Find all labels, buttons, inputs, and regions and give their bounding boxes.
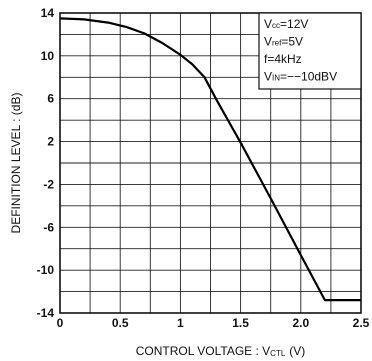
- y-tick-label: 6: [47, 92, 54, 106]
- y-tick-label: -2: [43, 177, 54, 191]
- condition-line: Vcc=12V: [264, 17, 308, 31]
- series-layer: [59, 17, 361, 302]
- condition-line: Vref=5V: [264, 35, 303, 49]
- x-tick-label: 1.5: [232, 316, 249, 330]
- y-tick-label: -6: [43, 220, 54, 234]
- y-tick-label: 10: [41, 49, 55, 63]
- y-tick-label: -14: [37, 306, 55, 320]
- x-tick-label: 1: [177, 316, 184, 330]
- conditions-legend: Vcc=12V Vref=5V f=4kHz VIN=−−10dBV: [258, 12, 362, 90]
- condition-line: VIN=−−10dBV: [264, 70, 337, 84]
- legend-box: [258, 12, 362, 90]
- y-axis-title: DEFINITION LEVEL : (dB): [9, 93, 23, 234]
- x-axis-title: CONTROL VOLTAGE : VCTL (V): [136, 344, 306, 358]
- series-line: [59, 17, 361, 302]
- tick-labels: 0 0.5 1 1.5 2.0 2.5 14 10 6 2 -2 -6 -10 -14: [37, 6, 370, 330]
- plot-frame: [59, 12, 362, 314]
- x-tick-label: 0.5: [112, 316, 129, 330]
- condition-line: f=4kHz: [264, 52, 302, 66]
- y-tick-label: 2: [47, 135, 54, 149]
- x-tick-label: 2.0: [292, 316, 309, 330]
- y-tick-label: -10: [37, 263, 55, 277]
- x-tick-label: 2.5: [353, 316, 370, 330]
- x-tick-label: 0: [57, 316, 64, 330]
- y-tick-label: 14: [41, 6, 55, 20]
